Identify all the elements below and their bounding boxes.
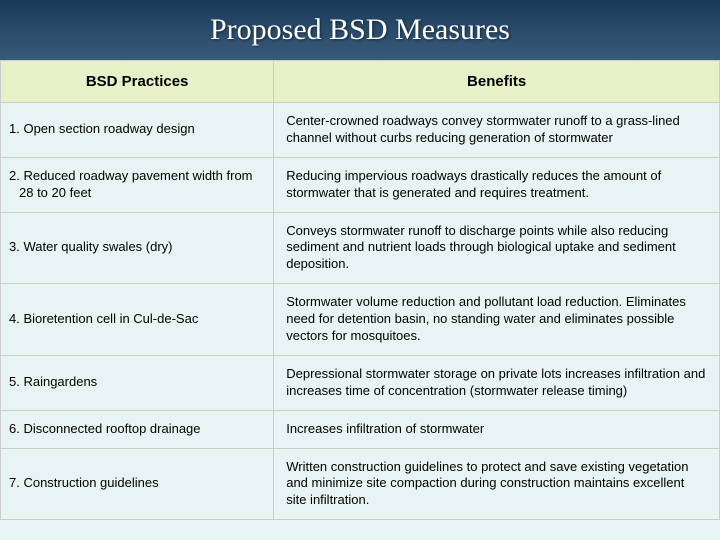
benefit-cell: Increases infiltration of stormwater (274, 410, 720, 448)
practice-cell: 3. Water quality swales (dry) (1, 212, 274, 284)
table-row: 3. Water quality swales (dry) Conveys st… (1, 212, 720, 284)
benefit-cell: Center-crowned roadways convey stormwate… (274, 103, 720, 158)
practice-cell: 4. Bioretention cell in Cul-de-Sac (1, 284, 274, 356)
practice-cell: 6. Disconnected rooftop drainage (1, 410, 274, 448)
table-row: 6. Disconnected rooftop drainage Increas… (1, 410, 720, 448)
benefit-cell: Stormwater volume reduction and pollutan… (274, 284, 720, 356)
benefit-cell: Depressional stormwater storage on priva… (274, 355, 720, 410)
title-bar: Proposed BSD Measures (0, 0, 720, 60)
table-row: 1. Open section roadway design Center-cr… (1, 103, 720, 158)
practice-cell: 7. Construction guidelines (1, 448, 274, 520)
benefit-cell: Written construction guidelines to prote… (274, 448, 720, 520)
header-benefits: Benefits (274, 61, 720, 103)
practice-cell: 5. Raingardens (1, 355, 274, 410)
benefit-cell: Reducing impervious roadways drastically… (274, 157, 720, 212)
table-row: 5. Raingardens Depressional stormwater s… (1, 355, 720, 410)
page-title: Proposed BSD Measures (210, 13, 510, 47)
practice-cell: 1. Open section roadway design (1, 103, 274, 158)
table-row: 4. Bioretention cell in Cul-de-Sac Storm… (1, 284, 720, 356)
practice-cell: 2. Reduced roadway pavement width from 2… (1, 157, 274, 212)
benefit-cell: Conveys stormwater runoff to discharge p… (274, 212, 720, 284)
table-row: 2. Reduced roadway pavement width from 2… (1, 157, 720, 212)
header-practices: BSD Practices (1, 61, 274, 103)
bsd-measures-table: BSD Practices Benefits 1. Open section r… (0, 60, 720, 520)
table-row: 7. Construction guidelines Written const… (1, 448, 720, 520)
